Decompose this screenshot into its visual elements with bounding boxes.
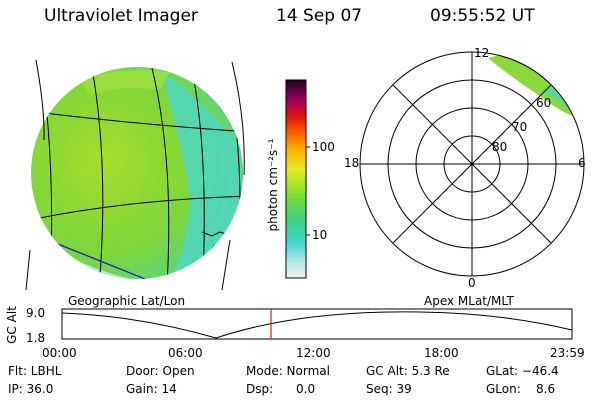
status-filter: Flt: LBHL [8,364,62,378]
polar-mlt-6: 6 [578,156,586,170]
altitude-plot [61,308,573,340]
status-gain: Gain: 14 [126,382,177,396]
polar-lat-60: 60 [536,96,552,110]
status-seq: Seq: 39 [366,382,412,396]
status-mode: Mode: Normal [246,364,330,378]
colorbar-tick-10: 10 [312,228,328,242]
altitude-ylabel: GC Alt [5,306,19,344]
status-glat: GLat: −46.4 [486,364,559,378]
polar-plot [359,51,585,277]
status-ip: IP: 36.0 [8,382,54,396]
time-label: 09:55:52 UT [430,6,535,26]
polar-mlt-0: 0 [468,276,476,290]
polar-mlt-18: 18 [344,156,360,170]
polar-lat-70: 70 [512,120,528,134]
status-dsp: Dsp: 0.0 [246,382,316,396]
instrument-title: Ultraviolet Imager [44,6,198,26]
altitude-xtick-2359: 23:59 [550,346,585,360]
projection-left-label: Geographic Lat/Lon [68,294,186,308]
altitude-curve [61,311,573,339]
date-label: 14 Sep 07 [276,6,363,26]
uv-earth-image [31,67,243,279]
altitude-xtick-0600: 06:00 [168,346,203,360]
colorbar-unit-label: photon cm⁻²s⁻¹ [266,138,280,232]
altitude-xtick-1800: 18:00 [424,346,459,360]
altitude-xtick-0000: 00:00 [42,346,77,360]
status-door: Door: Open [126,364,195,378]
colorbar [285,79,310,279]
status-gc-alt: GC Alt: 5.3 Re [366,364,450,378]
polar-lat-80: 80 [492,140,508,154]
projection-right-label: Apex MLat/MLT [424,294,514,308]
altitude-ytick-high: 9.0 [26,306,46,320]
polar-mlt-12: 12 [474,46,490,60]
altitude-ytick-low: 1.8 [26,331,46,345]
altitude-xtick-1200: 12:00 [296,346,331,360]
colorbar-tick-100: 100 [312,140,335,154]
geo-grid-outer [25,59,245,291]
status-glon: GLon: 8.6 [486,382,556,396]
